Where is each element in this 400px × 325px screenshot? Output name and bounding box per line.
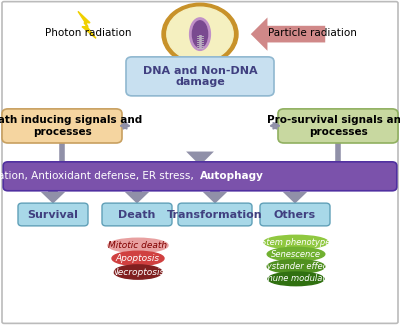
FancyBboxPatch shape xyxy=(18,203,88,226)
FancyBboxPatch shape xyxy=(278,109,398,143)
Text: Photon radiation: Photon radiation xyxy=(45,28,131,37)
Circle shape xyxy=(167,7,233,61)
Polygon shape xyxy=(78,11,96,38)
FancyBboxPatch shape xyxy=(3,162,397,191)
Ellipse shape xyxy=(267,247,325,261)
Text: Autophagy: Autophagy xyxy=(200,171,264,181)
Ellipse shape xyxy=(267,260,325,273)
Ellipse shape xyxy=(112,251,164,266)
Text: DNA and Non-DNA
damage: DNA and Non-DNA damage xyxy=(143,66,257,87)
Text: Survival: Survival xyxy=(28,210,78,219)
Circle shape xyxy=(162,3,238,65)
Text: Bystander effect: Bystander effect xyxy=(261,262,331,271)
FancyBboxPatch shape xyxy=(102,203,172,226)
Text: Mitotic death: Mitotic death xyxy=(108,241,168,250)
Text: Senescence: Senescence xyxy=(271,250,321,259)
Ellipse shape xyxy=(268,272,324,286)
Text: Others: Others xyxy=(274,210,316,219)
Ellipse shape xyxy=(108,238,168,253)
Ellipse shape xyxy=(192,21,208,47)
FancyBboxPatch shape xyxy=(126,57,274,96)
Text: Stem phenotype: Stem phenotype xyxy=(261,238,331,247)
Text: Transformation: Transformation xyxy=(167,210,263,219)
FancyBboxPatch shape xyxy=(2,109,122,143)
Text: DNA repair, Check-point activation, Antioxidant defense, ER stress,: DNA repair, Check-point activation, Anti… xyxy=(0,171,200,181)
Text: Pro-survival signals and
processes: Pro-survival signals and processes xyxy=(267,115,400,137)
Text: Immune modulation: Immune modulation xyxy=(254,274,338,283)
Text: Apoptosis: Apoptosis xyxy=(116,254,160,263)
Text: Particle radiation: Particle radiation xyxy=(268,28,356,37)
FancyBboxPatch shape xyxy=(2,2,398,323)
Ellipse shape xyxy=(114,265,162,279)
Ellipse shape xyxy=(190,18,210,50)
Text: Death: Death xyxy=(118,210,156,219)
FancyBboxPatch shape xyxy=(178,203,252,226)
Text: Death inducing signals and
processes: Death inducing signals and processes xyxy=(0,115,142,137)
Ellipse shape xyxy=(264,235,328,249)
Text: Necroptosis: Necroptosis xyxy=(111,267,165,277)
FancyBboxPatch shape xyxy=(260,203,330,226)
